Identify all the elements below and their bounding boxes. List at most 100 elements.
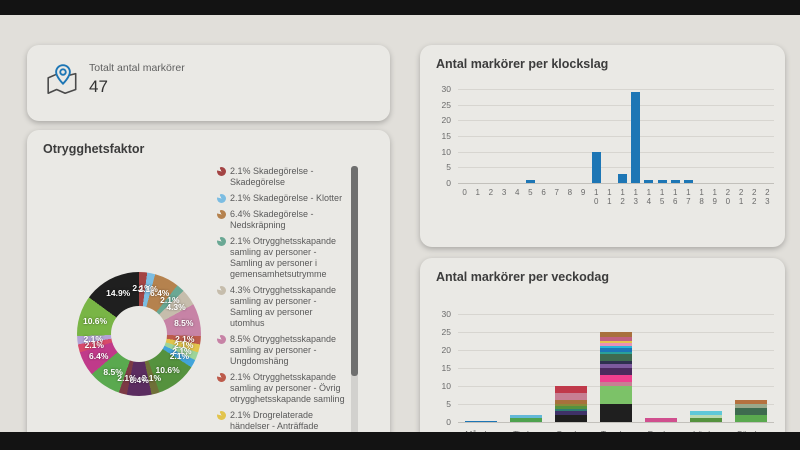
stack-segment xyxy=(600,353,632,361)
stack-segment xyxy=(554,405,587,410)
stack-segment xyxy=(735,400,768,404)
stack-segment xyxy=(554,393,587,401)
pie-marker-icon xyxy=(217,335,226,344)
x-axis-line xyxy=(458,183,774,184)
legend-label: 6.4% Skadegörelse - Nedskräpning xyxy=(230,209,314,230)
stacked-bar-måndag[interactable] xyxy=(464,421,497,422)
stack-segment xyxy=(464,421,497,422)
stacked-bar-söndag[interactable] xyxy=(735,400,768,422)
hours-chart-card: Antal markörer per klockslag 0 5 10 15 20 25 3… xyxy=(420,45,785,247)
y-axis-label: 30 xyxy=(441,84,451,94)
stack-segment xyxy=(600,360,632,365)
hours-bar-chart[interactable]: 0 5 10 15 20 25 30 0 1 2 3 4 5 6 7 8 9 1 0 1 1 1 2 1 3 1 4 1 5 1 6 1 7 1 8… xyxy=(442,84,774,206)
y-axis-label: 15 xyxy=(441,363,451,373)
hours-chart-title: Antal markörer per klockslag xyxy=(436,57,609,71)
total-markers-label: Totalt antal markörer xyxy=(89,62,185,74)
stack-segment xyxy=(600,351,632,354)
y-axis-label: 20 xyxy=(441,115,451,126)
bar-hour-13[interactable] xyxy=(631,92,641,183)
donut-legend[interactable]: 2.1% Skadegörelse - Skadegörelse 2.1% Ska… xyxy=(217,166,349,450)
bar-hour-5[interactable] xyxy=(525,179,535,183)
x-axis-label: 4 xyxy=(515,188,520,197)
legend-label: 2.1% Otrygghetsskapande samling av perso… xyxy=(230,236,337,279)
stack-segment xyxy=(735,414,768,422)
y-axis-label: 0 xyxy=(446,417,451,427)
pie-marker-icon xyxy=(217,237,226,246)
stack-segment xyxy=(509,418,542,422)
weekday-chart-title: Antal markörer per veckodag xyxy=(436,270,609,284)
bar-hour-14[interactable] xyxy=(644,179,654,183)
gridline xyxy=(458,89,774,90)
legend-item[interactable]: 2.1% Otrygghetsskapande samling av perso… xyxy=(217,236,349,280)
stack-segment xyxy=(600,382,632,386)
legend-label: 2.1% Otrygghetsskapande samling av perso… xyxy=(230,372,345,404)
legend-scrollbar-thumb[interactable] xyxy=(351,166,358,377)
legend-label: 2.1% Skadegörelse - Skadegörelse xyxy=(230,166,314,187)
stack-segment xyxy=(554,403,587,406)
legend-item[interactable]: 8.5% Otrygghetsskapande samling av perso… xyxy=(217,334,349,367)
stacked-bar-torsdag[interactable] xyxy=(600,332,632,422)
total-markers-card: Totalt antal markörer 47 xyxy=(27,45,390,121)
stack-segment xyxy=(554,386,587,394)
gridline xyxy=(458,120,774,122)
donut-chart[interactable] xyxy=(77,272,201,396)
stack-segment xyxy=(554,400,587,404)
letterbox-top xyxy=(0,0,800,15)
weekday-stacked-chart[interactable]: 051015202530MåndagTisdagOnsdagTorsdagFre… xyxy=(442,309,774,439)
stacked-bar-fredag[interactable] xyxy=(645,418,678,422)
pie-marker-icon xyxy=(217,411,226,420)
legend-item[interactable]: 2.1% Skadegörelse - Klotter xyxy=(217,193,349,204)
pie-marker-icon xyxy=(217,373,226,382)
stack-segment xyxy=(600,340,632,343)
bar-hour-15[interactable] xyxy=(657,179,667,183)
bar-hour-16[interactable] xyxy=(670,179,680,183)
stack-segment xyxy=(735,407,768,415)
stack-segment xyxy=(600,342,632,347)
x-axis-label: 8 xyxy=(567,188,573,197)
stacked-bar-tisdag[interactable] xyxy=(509,414,542,422)
legend-label: 4.3% Otrygghetsskapande samling av perso… xyxy=(230,285,337,328)
legend-item[interactable]: 4.3% Otrygghetsskapande samling av perso… xyxy=(217,285,349,329)
y-axis-label: 5 xyxy=(446,162,451,173)
gridline xyxy=(458,104,774,106)
x-axis-label: 6 xyxy=(541,188,546,197)
stack-segment xyxy=(600,367,632,376)
y-axis-label: 25 xyxy=(441,327,451,337)
x-axis-label: 0 xyxy=(462,188,467,197)
legend-item[interactable]: 2.1% Otrygghetsskapande samling av perso… xyxy=(217,372,349,405)
total-markers-value: 47 xyxy=(89,77,108,96)
stack-segment xyxy=(690,411,723,415)
stacked-bar-onsdag[interactable] xyxy=(554,386,587,422)
stack-segment xyxy=(600,385,632,404)
letterbox-bottom xyxy=(0,432,800,450)
legend-label: 2.1% Skadegörelse - Klotter xyxy=(230,193,343,203)
legend-label: 8.5% Otrygghetsskapande samling av perso… xyxy=(230,334,337,366)
stack-segment xyxy=(600,375,632,383)
stack-segment xyxy=(645,418,678,422)
bar-hour-10[interactable] xyxy=(591,151,601,183)
legend-item[interactable]: 2.1% Skadegörelse - Skadegörelse xyxy=(217,166,349,188)
gridline xyxy=(458,151,774,153)
gridline xyxy=(458,136,774,137)
bar-hour-12[interactable] xyxy=(618,173,628,183)
stack-segment xyxy=(554,414,587,422)
stack-segment xyxy=(690,414,723,419)
legend-scrollbar[interactable] xyxy=(351,166,358,450)
stacked-bar-lördag[interactable] xyxy=(690,411,723,422)
otrygghetsfaktor-card: Otrygghetsfaktor 2.1% 2.1% 6.4% 2.1% 4.3% 8.5… xyxy=(27,130,390,450)
legend-item[interactable]: 6.4% Skadegörelse - Nedskräpning xyxy=(217,209,349,231)
bar-hour-17[interactable] xyxy=(683,179,693,183)
pie-marker-icon xyxy=(217,286,226,295)
